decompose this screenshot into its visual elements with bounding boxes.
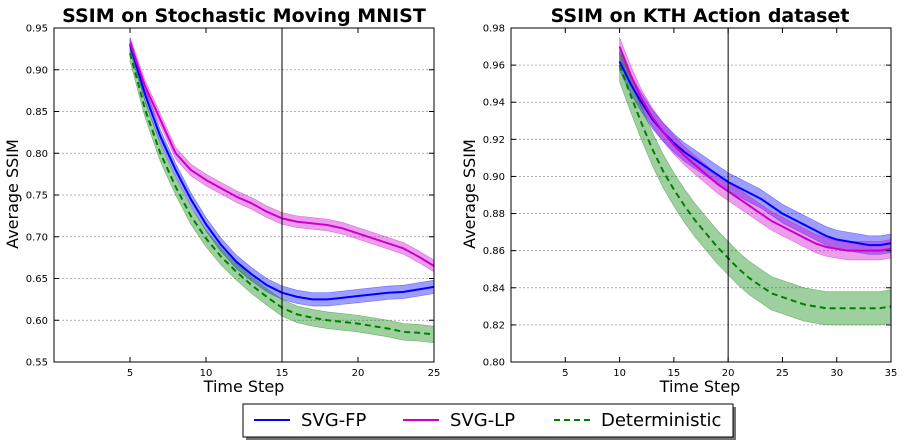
- y-tick-label: 0.90: [483, 172, 505, 183]
- x-tick-label: 15: [667, 368, 680, 379]
- y-tick-label: 0.86: [483, 246, 505, 257]
- y-axis-label: Average SSIM: [3, 139, 22, 249]
- y-tick-label: 0.90: [26, 65, 48, 76]
- legend-label: Deterministic: [601, 410, 721, 431]
- y-tick-label: 0.96: [483, 61, 505, 72]
- y-tick-label: 0.88: [483, 209, 505, 220]
- chart-title: SSIM on Stochastic Moving MNIST: [62, 5, 426, 27]
- x-tick-label: 25: [428, 368, 441, 379]
- x-tick-label: 20: [352, 368, 365, 379]
- series-line-deterministic: [618, 64, 892, 310]
- axes-frame: [510, 27, 892, 363]
- y-tick-label: 0.80: [26, 149, 48, 160]
- legend-box: [242, 403, 734, 438]
- y-tick-label: 0.94: [483, 98, 505, 109]
- chart-title: SSIM on KTH Action dataset: [551, 5, 850, 27]
- y-tick-label: 0.95: [26, 24, 48, 35]
- y-tick-label: 0.84: [483, 283, 505, 294]
- y-axis-label: Average SSIM: [460, 139, 479, 249]
- y-tick-label: 0.55: [26, 358, 48, 369]
- y-tick-label: 0.60: [26, 316, 48, 327]
- chart-kth-action: SSIM on KTH Action dataset Time Step Ave…: [460, 5, 897, 396]
- x-tick-label: 10: [613, 368, 626, 379]
- x-tick-label: 5: [127, 368, 133, 379]
- x-tick-label: 30: [830, 368, 843, 379]
- x-tick-label: 25: [776, 368, 789, 379]
- legend-item-svg-lp: SVG-LP: [403, 410, 515, 431]
- legend-label: SVG-FP: [301, 410, 367, 431]
- legend-label: SVG-LP: [450, 410, 515, 431]
- x-tick-label: 10: [200, 368, 213, 379]
- series-line-svg-lp: [618, 46, 892, 252]
- y-tick-label: 0.85: [26, 107, 48, 118]
- y-tick-label: 0.98: [483, 24, 505, 35]
- y-tick-label: 0.75: [26, 191, 48, 202]
- legend: SVG-FP SVG-LP Deterministic: [242, 403, 736, 440]
- x-tick-label: 15: [276, 368, 289, 379]
- x-tick-label: 20: [722, 368, 735, 379]
- plot-area: 5 10 15 20 25 0.55 0.60 0.65 0.70 0.75 0.80 0.85 0.9…: [26, 24, 441, 380]
- x-tick-label: 5: [562, 368, 568, 379]
- y-tick-label: 0.82: [483, 320, 505, 331]
- chart-stochastic-moving-mnist: SSIM on Stochastic Moving MNIST Time Ste…: [3, 5, 440, 396]
- legend-item-svg-fp: SVG-FP: [254, 410, 367, 431]
- x-axis-label: Time Step: [203, 377, 285, 396]
- x-tick-label: 35: [885, 368, 898, 379]
- y-tick-label: 0.65: [26, 274, 48, 285]
- y-tick-label: 0.80: [483, 358, 505, 369]
- y-tick-label: 0.92: [483, 135, 505, 146]
- plot-area: 5 10 15 20 25 30 35 0.80 0.82 0.84 0.86 0.88 0.90 0.9…: [483, 24, 898, 380]
- x-axis-label: Time Step: [659, 377, 741, 396]
- legend-item-deterministic: Deterministic: [554, 410, 721, 431]
- y-tick-label: 0.70: [26, 232, 48, 243]
